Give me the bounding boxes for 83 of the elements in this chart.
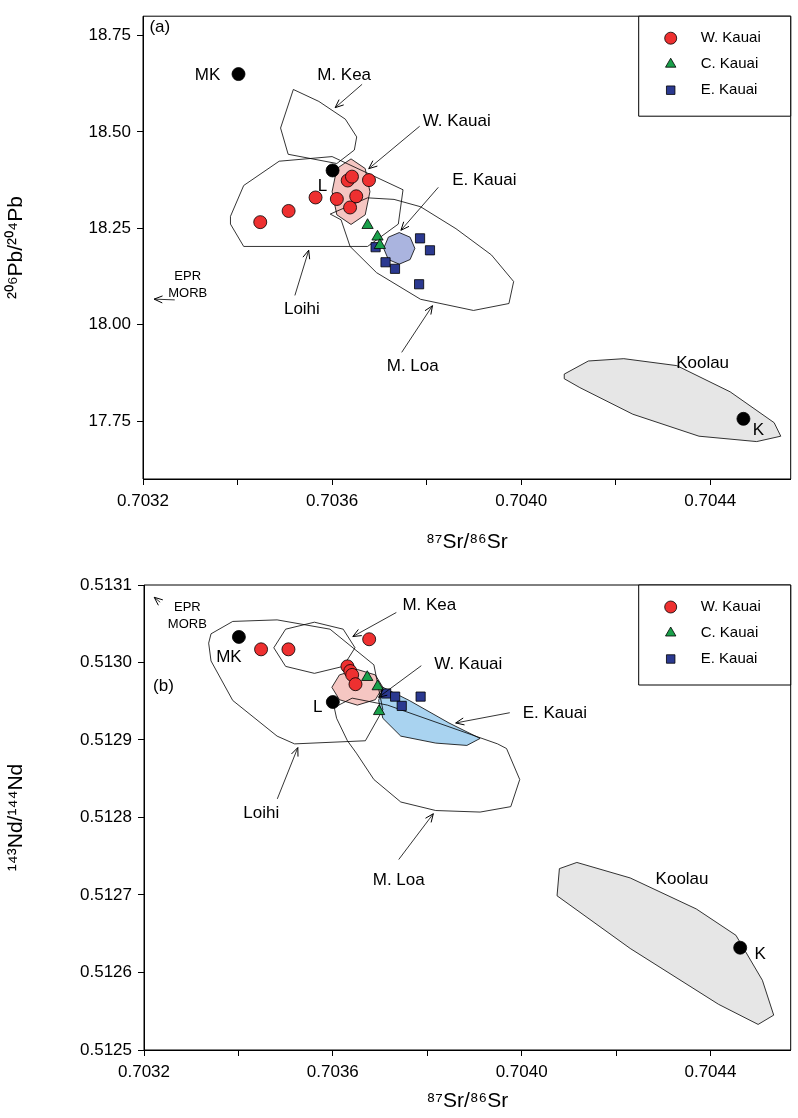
point [329, 192, 344, 206]
point [424, 245, 435, 256]
x-tick-label: 0.7040 [495, 1061, 548, 1081]
y-tick-label: 0.5129 [80, 729, 132, 749]
legend-label: W. Kauai [700, 597, 761, 615]
annotation: E. Kauai [452, 170, 517, 190]
legend-label: W. Kauai [700, 28, 761, 46]
x-tick-label: 0.7044 [684, 490, 737, 510]
y-axis-title: ²⁰⁶Pb/²⁰⁴Pb [3, 196, 27, 300]
point [361, 670, 374, 681]
annotation: L [317, 176, 328, 196]
point [231, 630, 246, 644]
point [373, 238, 386, 249]
point [415, 691, 426, 702]
point [325, 695, 340, 709]
annotation: EPR MORB [168, 268, 208, 301]
y-axis-title: ¹⁴³Nd/¹⁴⁴Nd [3, 763, 27, 872]
y-tick-label: 0.5125 [80, 1039, 132, 1059]
legend-label: E. Kauai [700, 649, 758, 667]
annotation: Loihi [283, 299, 320, 319]
annotation: Loihi [243, 802, 280, 822]
annotation: K [752, 419, 765, 439]
x-tick-label: 0.7032 [118, 1061, 170, 1081]
annotation: (a) [149, 16, 171, 36]
point [281, 642, 296, 657]
y-tick-label: 0.5128 [80, 807, 132, 827]
point [415, 233, 426, 244]
point [361, 218, 374, 229]
point [389, 263, 400, 274]
y-tick-label: 18.25 [88, 218, 131, 237]
annotation: M. Kea [317, 64, 372, 84]
y-tick-label: 0.5131 [80, 574, 132, 594]
x-axis-title: ⁸⁷Sr/⁸⁶Sr [425, 529, 508, 553]
point [281, 204, 296, 218]
x-tick-label: 0.7036 [306, 1061, 359, 1081]
y-tick-label: 17.75 [88, 410, 131, 430]
y-tick-label: 0.5127 [80, 884, 132, 904]
point [254, 642, 268, 657]
point [380, 257, 391, 268]
y-tick-label: 18.00 [88, 314, 131, 334]
annotation: MK [194, 64, 221, 84]
annotation: K [754, 944, 767, 964]
annotation: M. Kea [402, 595, 457, 615]
annotation: M. Loa [372, 870, 426, 890]
x-tick-label: 0.7040 [495, 490, 548, 510]
annotation: EPR MORB [167, 599, 207, 632]
annotation: MK [216, 646, 243, 666]
annotation: Koolau [655, 869, 709, 889]
point [414, 279, 425, 290]
point [308, 190, 323, 205]
point [733, 940, 748, 955]
x-axis-title: ⁸⁷Sr/⁸⁶Sr [426, 1088, 509, 1112]
point [362, 632, 377, 647]
annotation: Koolau [676, 352, 730, 372]
point [390, 691, 401, 702]
y-tick-label: 0.5130 [80, 652, 132, 672]
point [343, 200, 357, 215]
point [231, 67, 246, 81]
annotation: L [313, 696, 323, 716]
y-tick-label: 18.50 [88, 121, 131, 141]
point [371, 229, 384, 241]
point [345, 169, 359, 184]
annotation: E. Kauai [522, 703, 587, 723]
x-tick-label: 0.7032 [117, 490, 169, 510]
annotation: W. Kauai [434, 654, 503, 674]
annotation: (b) [153, 676, 174, 696]
point [736, 411, 751, 426]
y-tick-label: 18.75 [88, 25, 131, 45]
point [373, 704, 386, 715]
annotation: W. Kauai [422, 110, 491, 130]
legend-label: E. Kauai [700, 80, 758, 98]
x-tick-label: 0.7044 [684, 1061, 737, 1081]
point [349, 189, 364, 204]
legend-label: C. Kauai [700, 623, 759, 641]
y-tick-label: 0.5126 [80, 962, 132, 982]
point [371, 679, 384, 691]
point [396, 700, 407, 711]
point [325, 163, 340, 178]
annotation: M. Loa [386, 356, 440, 376]
x-tick-label: 0.7036 [306, 490, 359, 510]
legend-label: C. Kauai [700, 54, 759, 72]
point [253, 215, 268, 230]
point [362, 173, 376, 188]
